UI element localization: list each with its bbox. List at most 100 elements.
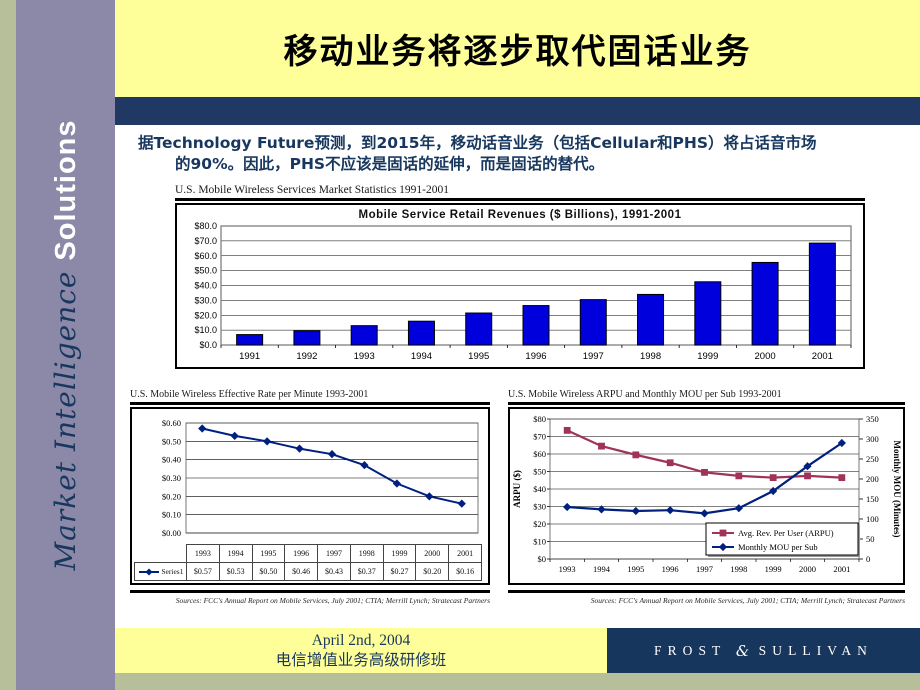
svg-text:$20: $20 xyxy=(533,519,546,529)
svg-text:$0: $0 xyxy=(538,554,547,564)
svg-text:1994: 1994 xyxy=(593,564,611,574)
chart-effective-rate-box: $0.00 $0.10 $0.20 $0.30 $0.40 $0.50 $0.60 1993… xyxy=(130,407,490,585)
svg-text:$60: $60 xyxy=(533,449,546,459)
svg-text:1996: 1996 xyxy=(525,351,546,362)
svg-text:$80: $80 xyxy=(533,414,546,424)
svg-text:$20.0: $20.0 xyxy=(194,310,217,320)
svg-text:$30.0: $30.0 xyxy=(194,295,217,305)
svg-text:1999: 1999 xyxy=(697,351,718,362)
chart-retail-revenues-title: Mobile Service Retail Revenues ($ Billio… xyxy=(358,209,682,221)
svg-text:$0.00: $0.00 xyxy=(162,528,181,538)
svg-text:1993: 1993 xyxy=(559,564,576,574)
chart-effective-rate-heading: U.S. Mobile Wireless Effective Rate per … xyxy=(130,389,369,400)
svg-text:50: 50 xyxy=(866,534,875,544)
chart-arpu-mou: U.S. Mobile Wireless ARPU and Monthly MO… xyxy=(508,389,905,605)
table-year-cell: 1997 xyxy=(317,544,351,563)
table-year-cell: 2000 xyxy=(415,544,450,563)
table-value-cell: $0.53 xyxy=(218,562,253,581)
svg-text:$0.50: $0.50 xyxy=(162,436,181,446)
svg-text:$70: $70 xyxy=(533,432,546,442)
table-value-cell: $0.57 xyxy=(186,562,220,581)
intro-paragraph: 据Technology Future预测，到2015年，移动话音业务（包括Cel… xyxy=(138,133,908,175)
dual-line-chart-svg: $0 $10 $20 $30 $40 $50 $60 $70 $80 0 50 100 150 200 25… xyxy=(512,414,902,574)
table-value-cell: $0.20 xyxy=(415,562,450,581)
svg-text:1996: 1996 xyxy=(662,564,679,574)
svg-text:$70.0: $70.0 xyxy=(194,236,217,246)
svg-text:2000: 2000 xyxy=(799,564,816,574)
heading-rule xyxy=(175,198,865,201)
line-chart-svg: $0.00 $0.10 $0.20 $0.30 $0.40 $0.50 $0.60 xyxy=(162,418,479,538)
table-value-cell: $0.46 xyxy=(284,562,319,581)
heading-rule xyxy=(130,402,490,405)
bottom-sage-strip xyxy=(115,673,920,690)
table-year-cell: 1995 xyxy=(251,544,286,563)
svg-text:1992: 1992 xyxy=(296,351,317,362)
brand-ampersand: & xyxy=(735,641,750,660)
svg-text:1993: 1993 xyxy=(354,351,375,362)
table-value-cell: $0.50 xyxy=(251,562,286,581)
svg-text:$0.60: $0.60 xyxy=(162,418,181,428)
svg-text:1997: 1997 xyxy=(696,564,713,574)
bottom-rule xyxy=(130,590,490,593)
brand-block: FROST & SULLIVAN xyxy=(607,628,920,673)
svg-text:300: 300 xyxy=(866,434,879,444)
svg-text:$0.20: $0.20 xyxy=(162,491,181,501)
brand-frost: FROST xyxy=(653,642,727,658)
chart-effective-rate: U.S. Mobile Wireless Effective Rate per … xyxy=(130,389,490,605)
svg-text:200: 200 xyxy=(866,474,879,484)
left-purple-band: Market Intelligence Solutions xyxy=(16,0,115,690)
brand-sullivan: SULLIVAN xyxy=(758,642,874,658)
svg-text:350: 350 xyxy=(866,414,879,424)
svg-text:$40: $40 xyxy=(533,484,546,494)
svg-text:$30: $30 xyxy=(533,502,546,512)
svg-text:1998: 1998 xyxy=(640,351,661,362)
footer-event: 电信增值业务高级研修班 xyxy=(275,651,447,669)
sidebar-word-market: Market xyxy=(48,451,82,571)
data-table: 1993 1994 1995 1996 1997 1998 1999 2000 2001 Ser… xyxy=(134,544,482,581)
source-note: Sources: FCC's Annual Report on Mobile S… xyxy=(590,596,905,605)
svg-text:$50: $50 xyxy=(533,467,546,477)
sidebar-word-intelligence: Intelligence xyxy=(48,260,82,452)
svg-text:$50.0: $50.0 xyxy=(194,266,217,276)
table-legend-series1: Series1 xyxy=(134,562,187,581)
sidebar-vertical-text: Market Intelligence Solutions xyxy=(16,0,115,690)
title-underline-band xyxy=(115,97,920,125)
svg-text:1997: 1997 xyxy=(583,351,604,362)
footer-date: April 2nd, 2004 xyxy=(311,631,411,649)
svg-text:$80.0: $80.0 xyxy=(194,221,217,231)
chart-retail-revenues-heading: U.S. Mobile Wireless Services Market Sta… xyxy=(175,184,450,196)
chart-retail-revenues: U.S. Mobile Wireless Services Market Sta… xyxy=(175,184,865,369)
svg-text:150: 150 xyxy=(866,494,879,504)
svg-text:Avg. Rev. Per User (ARPU): Avg. Rev. Per User (ARPU) xyxy=(738,528,834,538)
svg-text:1994: 1994 xyxy=(411,351,432,362)
svg-text:$0.30: $0.30 xyxy=(162,473,181,483)
svg-text:2001: 2001 xyxy=(812,351,833,362)
bottom-rule xyxy=(508,590,905,593)
svg-text:ARPU ($): ARPU ($) xyxy=(512,470,522,508)
svg-text:1991: 1991 xyxy=(239,351,260,362)
svg-text:$0.40: $0.40 xyxy=(162,455,181,465)
intro-line-2: 的90%。因此，PHS不应该是固话的延伸，而是固话的替代。 xyxy=(175,155,605,173)
svg-text:1998: 1998 xyxy=(730,564,747,574)
svg-text:$0.10: $0.10 xyxy=(162,510,181,520)
sidebar-word-solutions: Solutions xyxy=(49,119,82,261)
svg-text:0: 0 xyxy=(866,554,870,564)
chart-retail-revenues-box: Mobile Service Retail Revenues ($ Billio… xyxy=(175,203,865,369)
chart-arpu-mou-box: $0 $10 $20 $30 $40 $50 $60 $70 $80 0 50 100 150 200 25… xyxy=(508,407,905,585)
table-year-cell: 1994 xyxy=(218,544,253,563)
table-value-cell: $0.27 xyxy=(382,562,417,581)
svg-text:2001: 2001 xyxy=(833,564,850,574)
table-year-cell: 1999 xyxy=(382,544,417,563)
svg-text:$10.0: $10.0 xyxy=(194,325,217,335)
title-band: 移动业务将逐步取代固话业务 xyxy=(115,0,920,97)
table-year-cell: 1996 xyxy=(284,544,319,563)
svg-text:250: 250 xyxy=(866,454,879,464)
svg-text:$10: $10 xyxy=(533,537,546,547)
svg-text:1999: 1999 xyxy=(765,564,782,574)
table-value-cell: $0.16 xyxy=(448,562,482,581)
left-sage-strip xyxy=(0,0,16,690)
svg-text:100: 100 xyxy=(866,514,879,524)
bar-chart-svg: $0.0 $10.0 $20.0 $30.0 $40.0 $50.0 $60.0 $70.0 $… xyxy=(194,221,852,362)
svg-text:$0.0: $0.0 xyxy=(199,340,217,350)
